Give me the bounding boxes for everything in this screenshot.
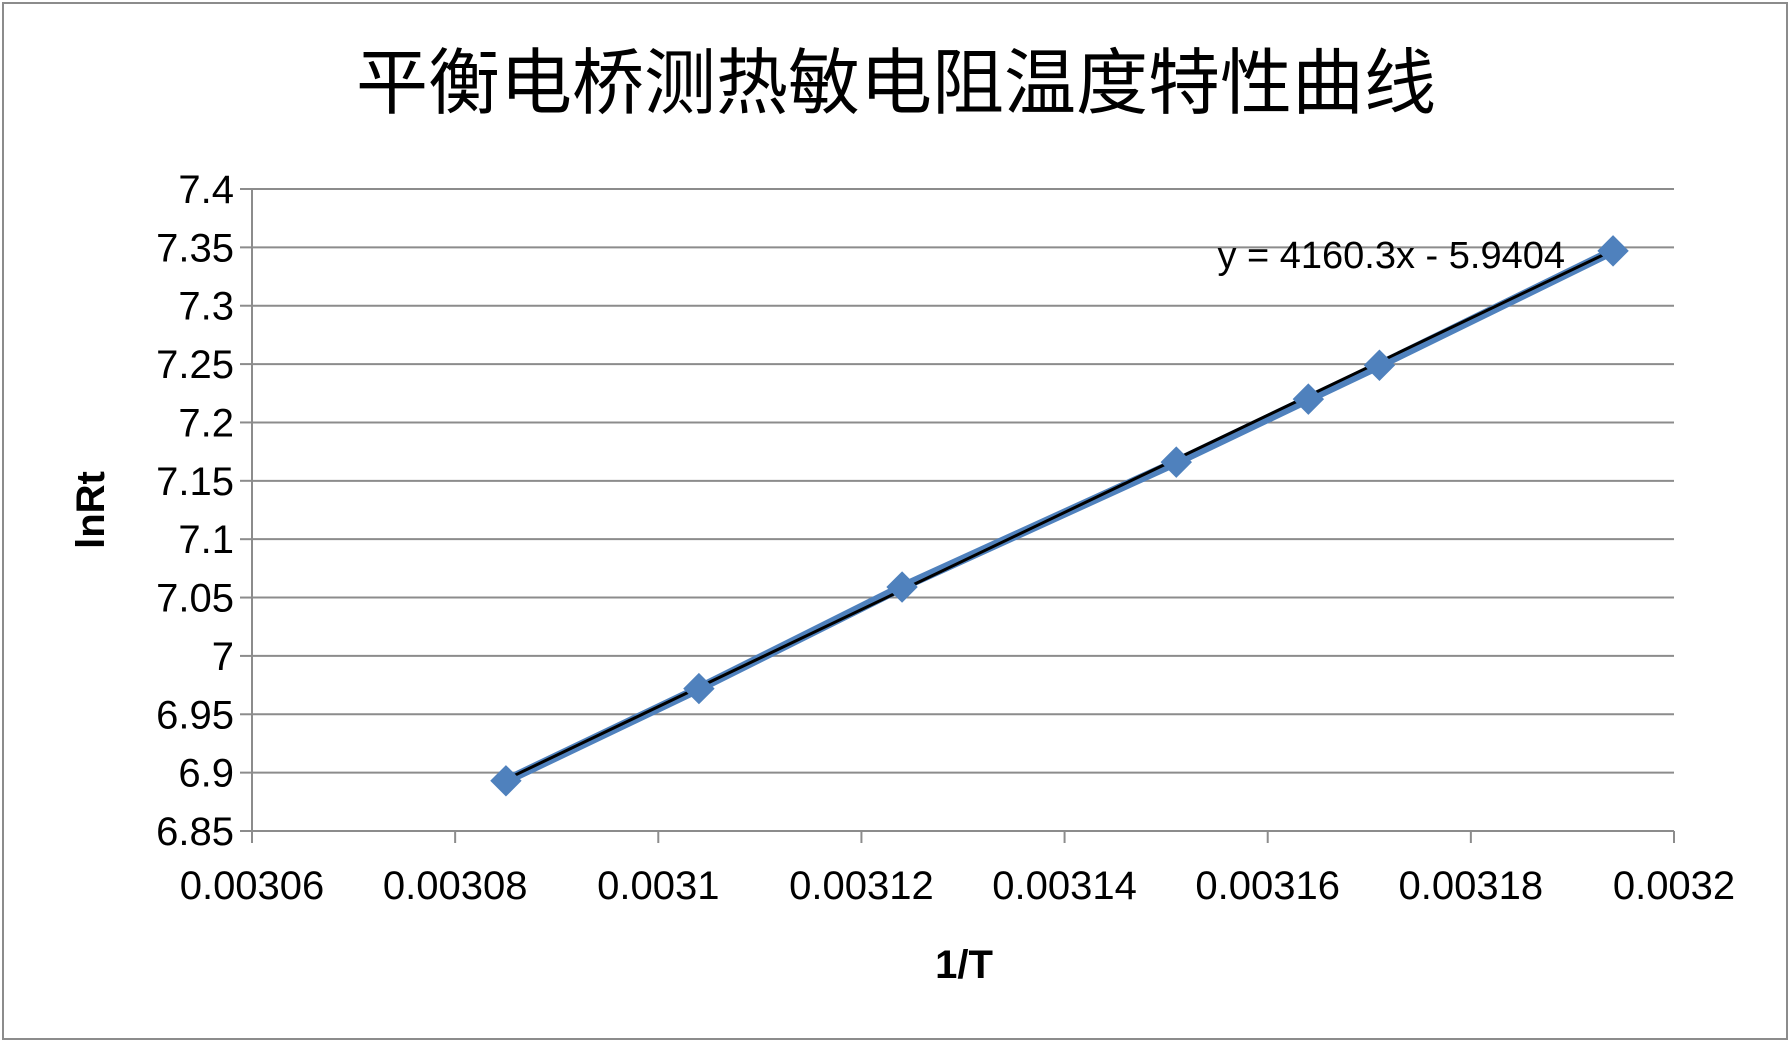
trendline (505, 248, 1614, 781)
y-tick-label: 7.3 (178, 285, 234, 329)
data-point-marker (1292, 383, 1325, 415)
data-point-marker (490, 765, 522, 797)
y-tick-label: 7.1 (178, 518, 234, 562)
y-tick-label: 6.9 (178, 752, 234, 796)
chart-title: 平衡电桥测热敏电阻温度特性曲线 (356, 41, 1436, 125)
y-tick-label: 7.25 (156, 343, 234, 387)
axis-layer (240, 188, 1675, 843)
y-tick-label: 7.4 (178, 168, 234, 212)
x-axis-title: 1/T (935, 943, 993, 987)
x-tick-label: 0.00306 (180, 864, 325, 908)
data-point-marker (1597, 235, 1629, 267)
y-tick-label: 7.2 (178, 401, 234, 445)
y-tick-label: 6.95 (156, 693, 234, 737)
x-tick-label: 0.00314 (992, 864, 1137, 908)
x-tick-label: 0.00312 (789, 864, 934, 908)
trendline-equation: y = 4160.3x - 5.9404 (1217, 235, 1565, 277)
grid-layer (252, 188, 1674, 774)
data-point-marker (886, 571, 918, 603)
y-tick-label: 6.85 (156, 810, 234, 854)
data-point-marker (1363, 349, 1396, 381)
x-tick-label: 0.00308 (383, 864, 528, 908)
x-tick-label: 0.0031 (597, 864, 719, 908)
y-tick-label: 7.15 (156, 460, 234, 504)
y-tick-label: 7 (212, 635, 234, 679)
x-tick-label: 0.00318 (1399, 864, 1544, 908)
marker-layer (490, 235, 1629, 797)
data-point-marker (1160, 446, 1193, 478)
tick-layer: 6.85 6.9 6.95 7 7.05 7.1 7.15 7.2 7.25 7.3 7.35 7.4… (156, 168, 1735, 908)
x-tick-label: 0.00316 (1195, 864, 1340, 908)
y-tick-label: 7.35 (156, 226, 234, 270)
data-point-marker (683, 672, 715, 705)
y-tick-label: 7.05 (156, 577, 234, 621)
y-axis-title: lnRt (69, 471, 113, 549)
trendline-layer (505, 248, 1614, 781)
x-tick-label: 0.0032 (1613, 864, 1735, 908)
